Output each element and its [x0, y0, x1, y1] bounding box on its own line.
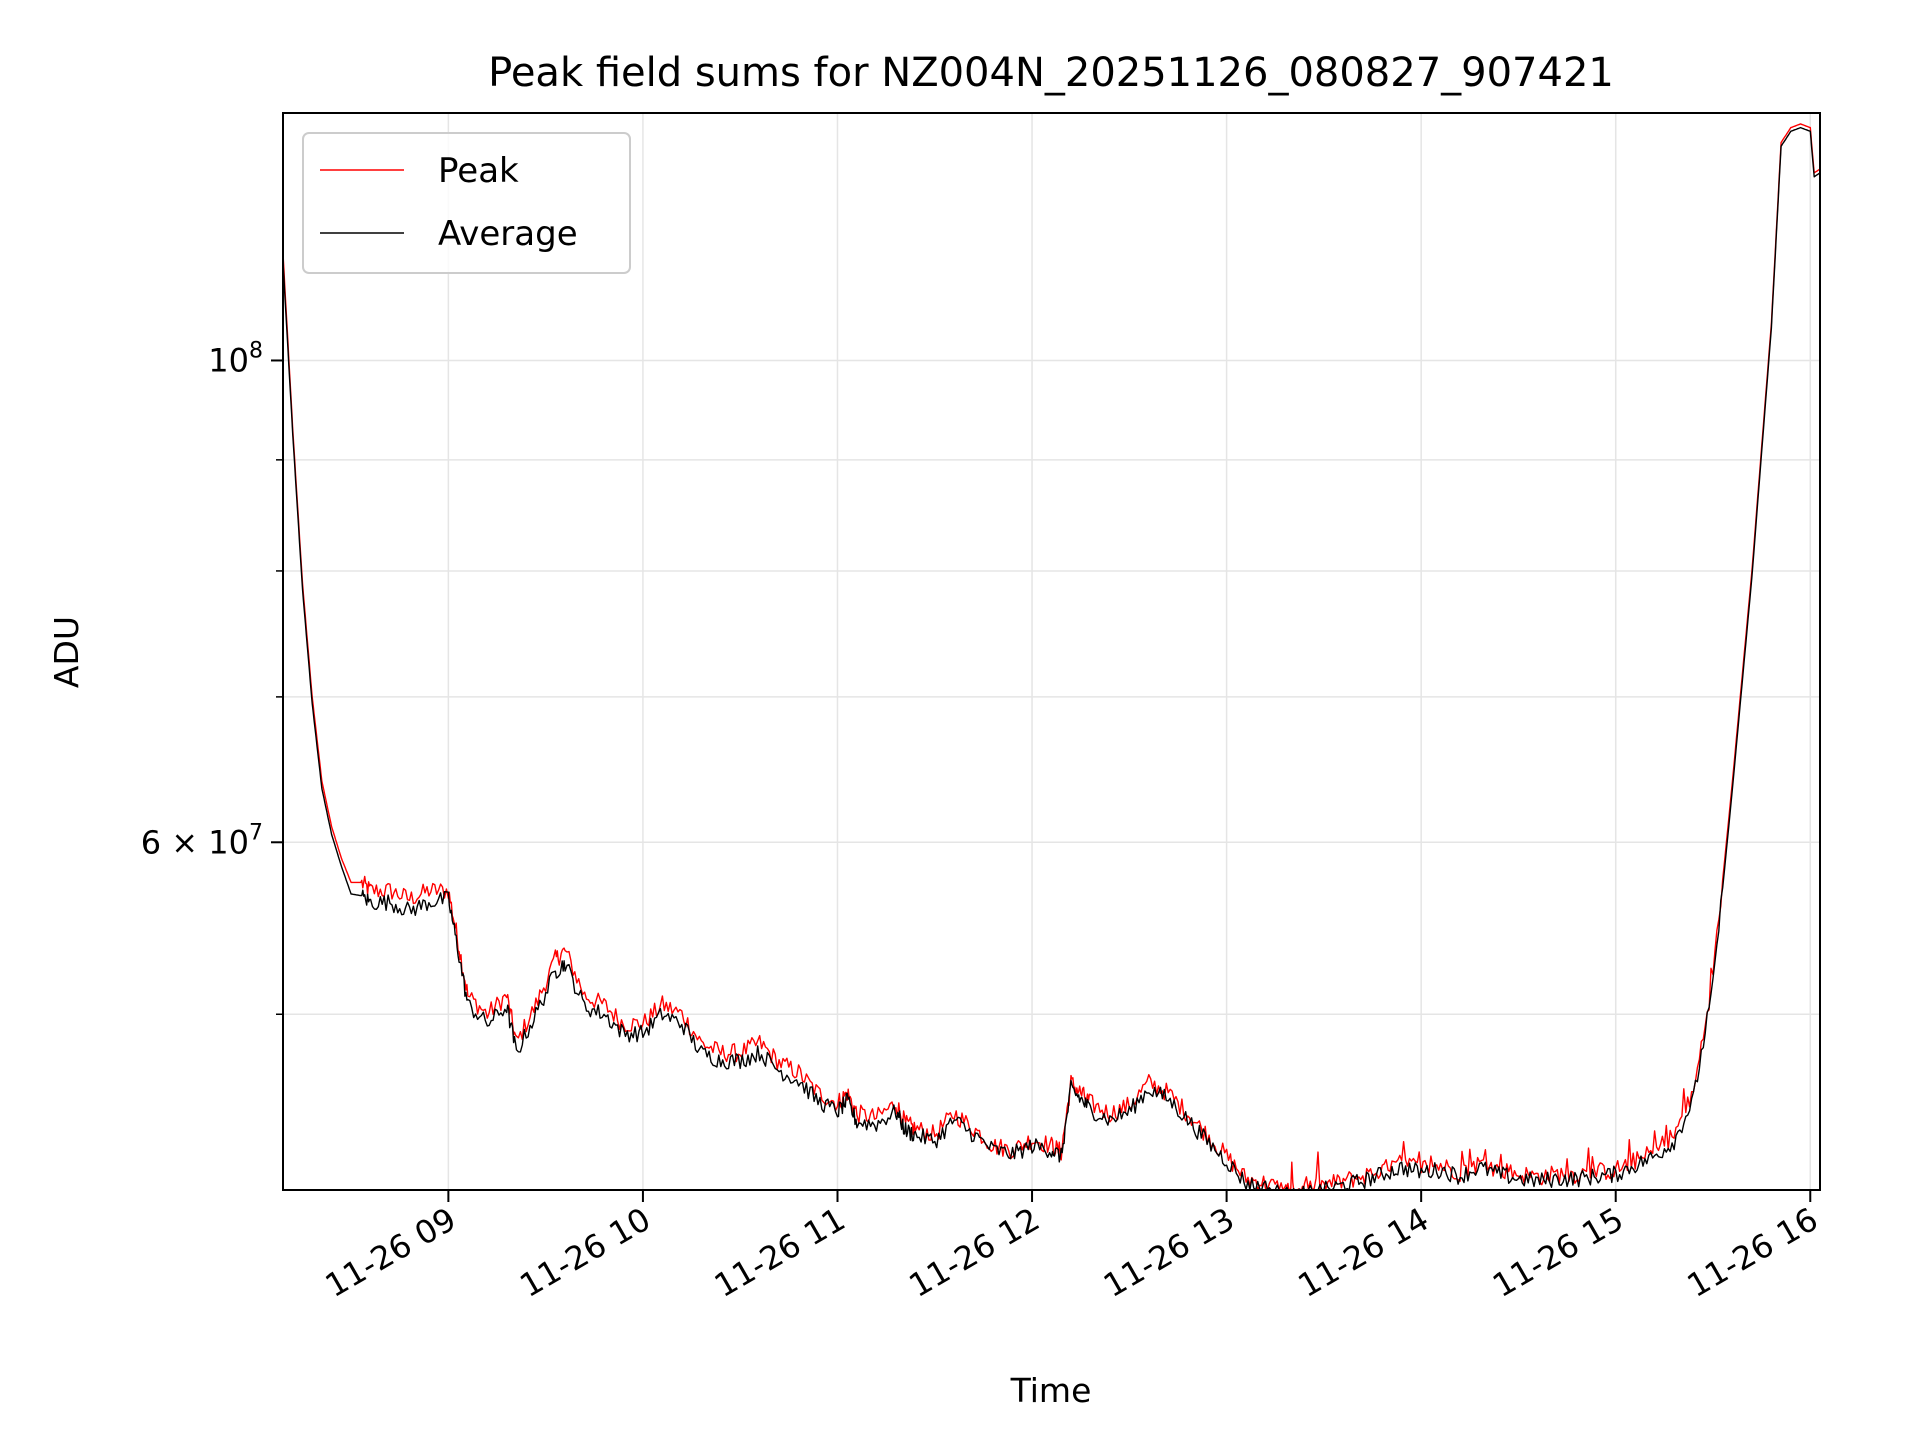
y-tick-label-0: 108 — [208, 338, 263, 379]
legend-box — [302, 132, 631, 274]
grid — [283, 113, 1820, 1190]
series-line-average — [282, 126, 1821, 1191]
series-line-peak — [282, 123, 1821, 1191]
y-tick-label-1: 6 × 107 — [141, 820, 263, 861]
legend: Peak Average — [302, 132, 631, 274]
chart-title: Peak field sums for NZ004N_20251126_0808… — [488, 50, 1614, 96]
plot-frame — [282, 112, 1821, 1191]
y-axis-label: ADU — [47, 616, 86, 688]
series-lines — [282, 123, 1821, 1191]
legend-label-average: Average — [438, 214, 578, 254]
x-axis-label: Time — [1010, 1371, 1092, 1410]
legend-label-peak: Peak — [438, 151, 519, 191]
